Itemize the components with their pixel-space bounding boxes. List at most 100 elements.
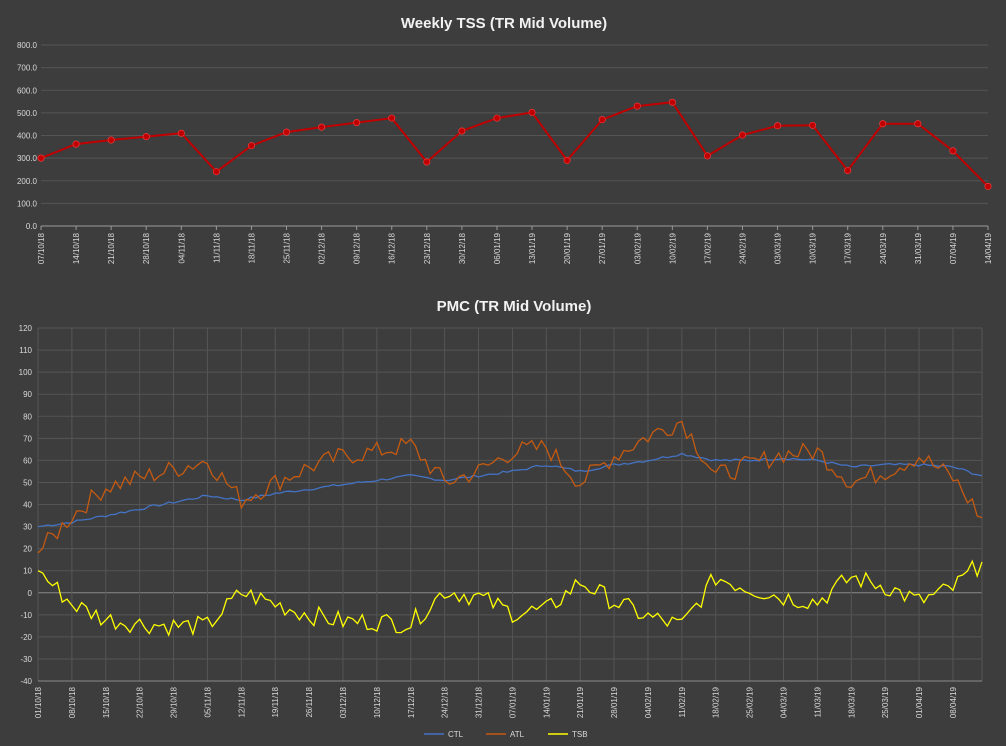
chart1-xtick-label: 10/02/19 (668, 232, 677, 264)
chart1-data-point (738, 131, 746, 139)
chart1-data-point (423, 158, 431, 166)
chart2-ytick-label: 0 (28, 589, 33, 598)
chart2-ytick-label: 40 (23, 501, 32, 510)
chart1-xtick-label: 03/03/19 (774, 232, 783, 264)
chart2-xtick-label: 25/03/19 (881, 686, 890, 718)
chart1-ytick-label: 600.0 (17, 86, 38, 95)
chart2-xtick-label: 24/12/18 (441, 686, 450, 718)
chart2-ytick-label: 120 (19, 324, 33, 333)
chart1-ytick-label: 100.0 (17, 199, 38, 208)
chart1-data-point (458, 127, 466, 135)
chart2-xtick-label: 01/04/19 (915, 686, 924, 718)
chart1-xtick-label: 18/11/18 (247, 232, 256, 263)
chart1-data-point (37, 154, 45, 162)
chart2-ytick-label: 90 (23, 390, 32, 399)
chart1-xtick-label: 28/10/18 (142, 232, 151, 264)
chart2-xtick-label: 03/12/18 (339, 686, 348, 718)
chart1-xtick-label: 07/04/19 (949, 232, 958, 264)
chart1-xtick-label: 21/10/18 (107, 232, 116, 264)
chart2-xtick-label: 29/10/18 (170, 686, 179, 718)
chart1-xtick-label: 13/01/19 (528, 232, 537, 264)
chart1-xtick-label: 14/10/18 (72, 232, 81, 264)
chart2-xtick-label: 05/11/18 (203, 686, 212, 717)
chart1-data-point (844, 167, 852, 175)
chart1-data-point (142, 133, 150, 141)
chart1-data-point (388, 114, 396, 122)
chart1-xtick-label: 24/02/19 (738, 232, 747, 264)
chart1-data-point (984, 182, 992, 190)
chart1-data-point (107, 136, 115, 144)
chart2-ytick-label: 80 (23, 412, 32, 421)
chart1-data-point (949, 147, 957, 155)
chart2-ytick-label: 50 (23, 478, 32, 487)
chart2-xtick-label: 26/11/18 (305, 686, 314, 717)
chart2-xtick-label: 31/12/18 (475, 686, 484, 718)
chart2-xtick-label: 18/03/19 (847, 686, 856, 718)
chart1-ytick-label: 300.0 (17, 154, 38, 163)
chart2-ytick-label: 60 (23, 456, 32, 465)
chart1-xtick-label: 10/03/19 (809, 232, 818, 264)
chart2-ytick-label: 70 (23, 434, 32, 443)
chart1-ytick-label: 400.0 (17, 132, 38, 141)
chart1-xtick-label: 24/03/19 (879, 232, 888, 264)
chart2-xtick-label: 08/04/19 (949, 686, 958, 718)
chart2-ytick-label: 30 (23, 523, 32, 532)
chart1-data-point (318, 123, 326, 131)
chart1-xtick-label: 31/03/19 (914, 232, 923, 264)
chart1-xtick-label: 06/01/19 (493, 232, 502, 264)
chart1-data-point (598, 116, 606, 124)
chart2-xtick-label: 04/02/19 (644, 686, 653, 718)
chart2-xtick-label: 08/10/18 (68, 686, 77, 718)
chart1-xtick-label: 09/12/18 (353, 232, 362, 264)
chart2-series-tsb-line (37, 559, 983, 637)
chart2-xtick-label: 25/02/19 (746, 686, 755, 718)
chart1-data-point (633, 102, 641, 110)
chart2-xtick-label: 14/01/19 (542, 686, 551, 718)
chart2-xtick-label: 18/02/19 (712, 686, 721, 718)
chart1-data-point (212, 168, 220, 176)
chart2-xtick-label: 19/11/18 (271, 686, 280, 717)
chart2-ytick-label: 110 (19, 346, 32, 355)
chart2-xtick-label: 17/12/18 (407, 686, 416, 718)
chart1-title: Weekly TSS (TR Mid Volume) (401, 15, 607, 32)
chart2-xtick-label: 21/01/19 (576, 686, 585, 718)
chart1-ytick-label: 800.0 (17, 41, 38, 50)
chart1-xtick-label: 30/12/18 (458, 232, 467, 264)
chart1-xtick-label: 25/11/18 (283, 232, 292, 263)
chart1-data-point (247, 142, 255, 150)
chart1-data-point (72, 140, 80, 148)
chart2-xtick-label: 07/01/19 (508, 686, 517, 718)
legend-label-ctl: CTL (448, 730, 464, 739)
chart1-ytick-label: 200.0 (17, 177, 38, 186)
chart1-data-point (177, 129, 185, 137)
chart2-xtick-label: 28/01/19 (610, 686, 619, 718)
chart2-xtick-label: 12/11/18 (237, 686, 246, 717)
chart2-xtick-label: 10/12/18 (373, 686, 382, 718)
chart1-data-point (668, 98, 676, 106)
chart1-xtick-label: 03/02/19 (633, 232, 642, 264)
chart1-ytick-label: 0.0 (26, 222, 38, 231)
chart2-xtick-label: 15/10/18 (102, 686, 111, 718)
chart2-xtick-label: 11/02/19 (678, 686, 687, 717)
chart1-data-point (914, 120, 922, 128)
chart1-data-point (879, 120, 887, 128)
chart1-xtick-label: 04/11/18 (177, 232, 186, 263)
chart1-xtick-label: 07/10/18 (37, 232, 46, 264)
chart2-title: PMC (TR Mid Volume) (437, 298, 592, 315)
chart1-data-point (528, 108, 536, 116)
chart2-xtick-label: 22/10/18 (136, 686, 145, 718)
chart1-xtick-label: 11/11/18 (212, 232, 221, 263)
chart1-data-point (774, 122, 782, 130)
chart1-data-point (353, 119, 361, 127)
chart1-data-point (809, 121, 817, 129)
chart2-series-ctl-line (37, 452, 983, 528)
chart1-xtick-label: 17/02/19 (703, 232, 712, 264)
chart1-xtick-label: 02/12/18 (318, 232, 327, 264)
chart2-xtick-label: 04/03/19 (780, 686, 789, 718)
chart2-ytick-label: 100 (19, 368, 33, 377)
chart1-xtick-label: 20/01/19 (563, 232, 572, 264)
chart1-data-point (493, 114, 501, 122)
chart2-xtick-label: 01/10/18 (34, 686, 43, 718)
chart2-ytick-label: -10 (20, 611, 32, 620)
